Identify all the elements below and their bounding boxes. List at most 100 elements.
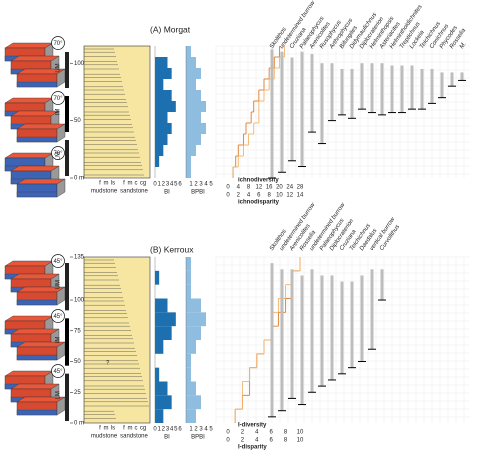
unit-bar [65, 263, 69, 311]
bpbi-tick: 2 [194, 182, 198, 188]
bi-bar [155, 409, 164, 423]
bpbi-bar [186, 312, 206, 327]
dip-circle [51, 91, 65, 105]
scale-label: 25 [74, 390, 81, 396]
bpbi-bar [186, 57, 196, 68]
bpbi-bar [186, 68, 201, 79]
grain-size: m [104, 426, 109, 432]
bi-tick: 2 [162, 427, 166, 433]
disparity-tick: 6 [257, 193, 261, 199]
bi-bar [155, 112, 168, 123]
block-top [10, 165, 60, 172]
taxon-range [290, 57, 294, 161]
bpbi-bar [186, 90, 201, 101]
bpbi-bar [186, 367, 191, 382]
block-stripe [16, 81, 58, 88]
block-top [16, 178, 66, 185]
diversity-tick: 10 [297, 430, 304, 436]
taxon-range [330, 63, 334, 121]
grain-size: f [123, 426, 125, 432]
grain-size: c [135, 426, 138, 432]
bpbi-tick: 4 [204, 182, 208, 188]
scale-label: 100 [74, 298, 85, 304]
bpbi-bar [186, 167, 191, 178]
taxon-range [400, 65, 404, 113]
bi-tick: 2 [162, 182, 166, 188]
disparity-tick: 0 [226, 193, 230, 199]
block-stripe [16, 136, 58, 143]
block-top [10, 328, 60, 335]
taxon-range [310, 54, 314, 133]
dip-circle [51, 254, 65, 268]
taxon-name: M. [459, 41, 468, 50]
bi-tick: 6 [178, 182, 182, 188]
sandstone-label: sandstone [120, 189, 148, 195]
bpbi-tick: 3 [199, 182, 203, 188]
unit-label: IM [56, 109, 62, 116]
grain-size: m [128, 426, 133, 432]
bi-tick: 5 [174, 182, 178, 188]
block-stripe [16, 191, 58, 198]
bi-bar [155, 57, 168, 68]
taxon-range [270, 49, 274, 178]
dip-circle [51, 36, 65, 50]
taxon-range [380, 269, 384, 301]
taxon-range [360, 275, 364, 362]
bpbi-bar [186, 340, 196, 354]
taxon-range [430, 68, 434, 104]
disparity-tick: 14 [297, 193, 304, 199]
diversity-tick: 16 [266, 185, 273, 191]
unit-label: UM [56, 280, 62, 289]
disparity-label: I-disparity [238, 445, 267, 451]
block-top [4, 97, 54, 104]
taxon-range [270, 263, 274, 417]
dip-circle [51, 146, 65, 160]
bi-bar [155, 134, 168, 145]
bi-label: BI [164, 190, 170, 196]
bi-bar [155, 79, 164, 90]
taxon-range [390, 65, 394, 113]
diversity-label: ichnodiversity [238, 178, 279, 184]
sandstone-label: sandstone [120, 434, 148, 440]
grain-size: f [99, 426, 101, 432]
taxon-range [370, 63, 374, 113]
bi-bar [155, 270, 160, 285]
bpbi-bar [186, 298, 201, 313]
diversity-tick: 8 [284, 430, 288, 436]
dip-circle [51, 364, 65, 378]
taxon-range [280, 51, 284, 173]
taxon-range [370, 269, 374, 350]
block-top [4, 152, 54, 159]
taxon-range [320, 275, 324, 387]
bi-tick: 6 [178, 427, 182, 433]
bi-bar [155, 68, 172, 79]
diversity-tick: 6 [270, 430, 274, 436]
bpbi-label: BPBI [191, 435, 205, 441]
grain-size: c [135, 181, 138, 187]
bi-label: BI [164, 435, 170, 441]
grain-size: m [128, 181, 133, 187]
taxon-range [340, 68, 344, 115]
disparity-tick: 4 [255, 438, 259, 444]
bi-bar [155, 101, 176, 112]
diversity-label: I-diversity [238, 423, 267, 429]
lithology-column [83, 256, 151, 424]
diversity-tick: 8 [247, 185, 251, 191]
unit-label: LM [56, 152, 62, 160]
disparity-tick: 2 [241, 438, 245, 444]
bi-bar [155, 123, 172, 134]
block-top [10, 110, 60, 117]
diversity-tick: 0 [226, 185, 230, 191]
bpbi-bar [186, 134, 201, 145]
disparity-label: ichnodisparity [238, 200, 280, 206]
diversity-tick: 24 [286, 185, 293, 191]
taxon-range [350, 68, 354, 119]
bi-tick: 4 [170, 427, 174, 433]
dip-label: 45° [53, 314, 63, 320]
bi-bar [155, 395, 172, 410]
disparity-tick: 12 [286, 193, 293, 199]
bi-bar [155, 90, 172, 101]
taxon-range [330, 275, 334, 380]
unit-bar [65, 373, 69, 421]
bi-tick: 0 [153, 427, 157, 433]
